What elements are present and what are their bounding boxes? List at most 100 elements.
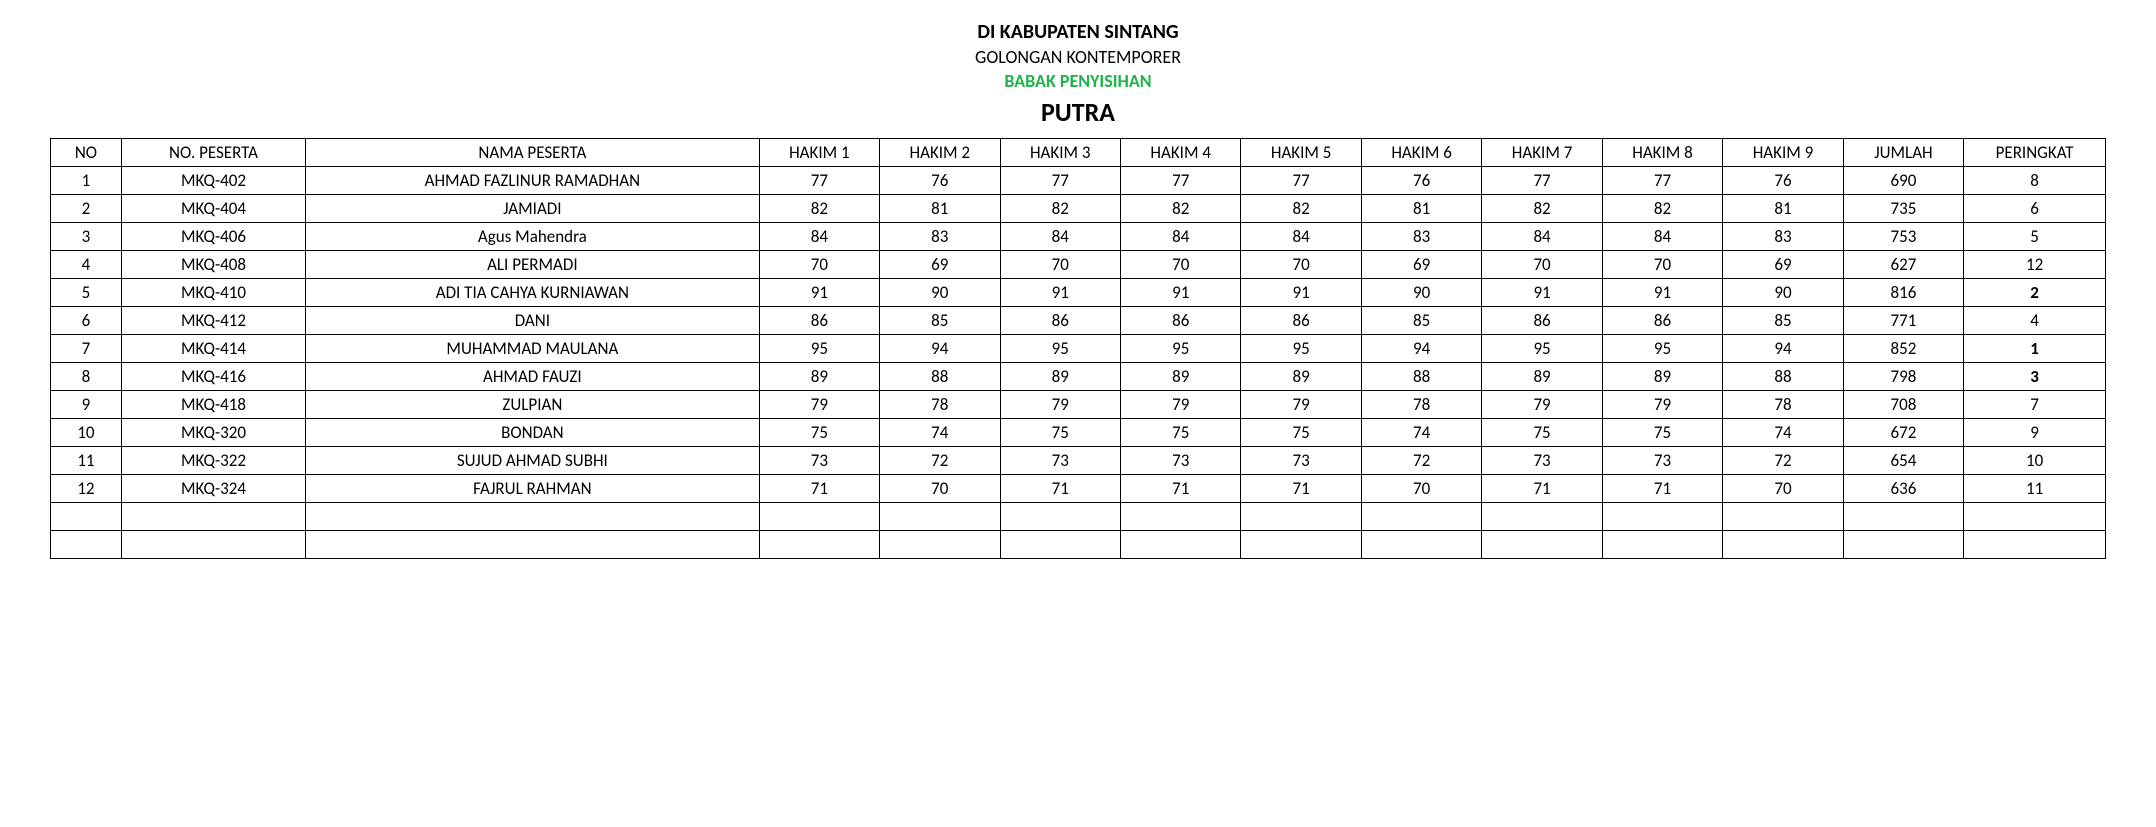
cell-hakim6: 70 bbox=[1361, 475, 1481, 503]
cell-hakim2: 83 bbox=[880, 223, 1000, 251]
cell-hakim2: 70 bbox=[880, 475, 1000, 503]
cell-hakim7: 71 bbox=[1482, 475, 1602, 503]
cell-nama: ZULPIAN bbox=[306, 391, 760, 419]
cell-hakim7: 70 bbox=[1482, 251, 1602, 279]
cell-nama: SUJUD AHMAD SUBHI bbox=[306, 447, 760, 475]
cell-hakim4: 84 bbox=[1120, 223, 1240, 251]
cell-hakim7: 95 bbox=[1482, 335, 1602, 363]
cell-hakim7: 86 bbox=[1482, 307, 1602, 335]
table-row: 10MKQ-320BONDAN7574757575747575746729 bbox=[51, 419, 2106, 447]
cell-peringkat: 8 bbox=[1964, 167, 2106, 195]
cell-empty bbox=[1120, 531, 1240, 559]
table-row: 12MKQ-324FAJRUL RAHMAN717071717170717170… bbox=[51, 475, 2106, 503]
cell-hakim4: 91 bbox=[1120, 279, 1240, 307]
cell-empty bbox=[1843, 503, 1963, 531]
cell-peserta: MKQ-410 bbox=[121, 279, 305, 307]
cell-hakim3: 86 bbox=[1000, 307, 1120, 335]
cell-peringkat: 4 bbox=[1964, 307, 2106, 335]
cell-hakim9: 78 bbox=[1723, 391, 1843, 419]
cell-empty bbox=[1241, 503, 1361, 531]
cell-hakim3: 79 bbox=[1000, 391, 1120, 419]
cell-hakim2: 76 bbox=[880, 167, 1000, 195]
cell-jumlah: 690 bbox=[1843, 167, 1963, 195]
cell-hakim6: 90 bbox=[1361, 279, 1481, 307]
cell-peserta: MKQ-418 bbox=[121, 391, 305, 419]
cell-hakim3: 75 bbox=[1000, 419, 1120, 447]
cell-hakim4: 71 bbox=[1120, 475, 1240, 503]
cell-hakim1: 73 bbox=[759, 447, 879, 475]
cell-nama: AHMAD FAUZI bbox=[306, 363, 760, 391]
table-row: 9MKQ-418ZULPIAN7978797979787979787087 bbox=[51, 391, 2106, 419]
cell-hakim9: 72 bbox=[1723, 447, 1843, 475]
cell-hakim4: 82 bbox=[1120, 195, 1240, 223]
col-header-hakim4: HAKIM 4 bbox=[1120, 139, 1240, 167]
cell-hakim5: 84 bbox=[1241, 223, 1361, 251]
table-body: 1MKQ-402AHMAD FAZLINUR RAMADHAN777677777… bbox=[51, 167, 2106, 559]
cell-peserta: MKQ-416 bbox=[121, 363, 305, 391]
cell-hakim3: 91 bbox=[1000, 279, 1120, 307]
cell-empty bbox=[1482, 503, 1602, 531]
cell-hakim6: 74 bbox=[1361, 419, 1481, 447]
cell-hakim1: 79 bbox=[759, 391, 879, 419]
cell-hakim7: 91 bbox=[1482, 279, 1602, 307]
cell-hakim5: 82 bbox=[1241, 195, 1361, 223]
cell-hakim2: 85 bbox=[880, 307, 1000, 335]
col-header-peringkat: PERINGKAT bbox=[1964, 139, 2106, 167]
cell-peringkat: 1 bbox=[1964, 335, 2106, 363]
cell-hakim1: 77 bbox=[759, 167, 879, 195]
results-table: NO NO. PESERTA NAMA PESERTA HAKIM 1 HAKI… bbox=[50, 138, 2106, 559]
cell-jumlah: 654 bbox=[1843, 447, 1963, 475]
cell-hakim6: 83 bbox=[1361, 223, 1481, 251]
cell-jumlah: 735 bbox=[1843, 195, 1963, 223]
cell-hakim7: 89 bbox=[1482, 363, 1602, 391]
cell-hakim1: 70 bbox=[759, 251, 879, 279]
cell-hakim9: 81 bbox=[1723, 195, 1843, 223]
cell-jumlah: 636 bbox=[1843, 475, 1963, 503]
cell-peringkat: 7 bbox=[1964, 391, 2106, 419]
table-empty-row bbox=[51, 503, 2106, 531]
cell-empty bbox=[1482, 531, 1602, 559]
cell-nama: DANI bbox=[306, 307, 760, 335]
cell-hakim6: 88 bbox=[1361, 363, 1481, 391]
col-header-hakim6: HAKIM 6 bbox=[1361, 139, 1481, 167]
cell-hakim4: 77 bbox=[1120, 167, 1240, 195]
cell-hakim5: 91 bbox=[1241, 279, 1361, 307]
header-category: GOLONGAN KONTEMPORER bbox=[50, 46, 2106, 68]
cell-hakim6: 76 bbox=[1361, 167, 1481, 195]
cell-empty bbox=[1602, 503, 1722, 531]
cell-empty bbox=[1602, 531, 1722, 559]
cell-empty bbox=[51, 531, 122, 559]
cell-hakim8: 73 bbox=[1602, 447, 1722, 475]
cell-empty bbox=[121, 531, 305, 559]
cell-hakim3: 73 bbox=[1000, 447, 1120, 475]
cell-hakim1: 71 bbox=[759, 475, 879, 503]
cell-peringkat: 9 bbox=[1964, 419, 2106, 447]
cell-hakim8: 79 bbox=[1602, 391, 1722, 419]
cell-hakim5: 89 bbox=[1241, 363, 1361, 391]
cell-hakim4: 73 bbox=[1120, 447, 1240, 475]
cell-hakim8: 75 bbox=[1602, 419, 1722, 447]
cell-empty bbox=[1964, 531, 2106, 559]
cell-empty bbox=[1964, 503, 2106, 531]
header-group: PUTRA bbox=[50, 96, 2106, 128]
cell-hakim5: 86 bbox=[1241, 307, 1361, 335]
table-row: 2MKQ-404JAMIADI8281828282818282817356 bbox=[51, 195, 2106, 223]
cell-nama: Agus Mahendra bbox=[306, 223, 760, 251]
cell-empty bbox=[1361, 503, 1481, 531]
cell-hakim9: 85 bbox=[1723, 307, 1843, 335]
cell-no: 2 bbox=[51, 195, 122, 223]
cell-peserta: MKQ-404 bbox=[121, 195, 305, 223]
cell-empty bbox=[1000, 503, 1120, 531]
table-row: 5MKQ-410ADI TIA CAHYA KURNIAWAN919091919… bbox=[51, 279, 2106, 307]
cell-empty bbox=[759, 531, 879, 559]
cell-empty bbox=[1120, 503, 1240, 531]
cell-nama: ADI TIA CAHYA KURNIAWAN bbox=[306, 279, 760, 307]
cell-hakim1: 89 bbox=[759, 363, 879, 391]
cell-hakim7: 84 bbox=[1482, 223, 1602, 251]
cell-hakim3: 95 bbox=[1000, 335, 1120, 363]
cell-hakim6: 78 bbox=[1361, 391, 1481, 419]
cell-hakim8: 71 bbox=[1602, 475, 1722, 503]
cell-empty bbox=[306, 503, 760, 531]
cell-hakim3: 89 bbox=[1000, 363, 1120, 391]
cell-jumlah: 816 bbox=[1843, 279, 1963, 307]
